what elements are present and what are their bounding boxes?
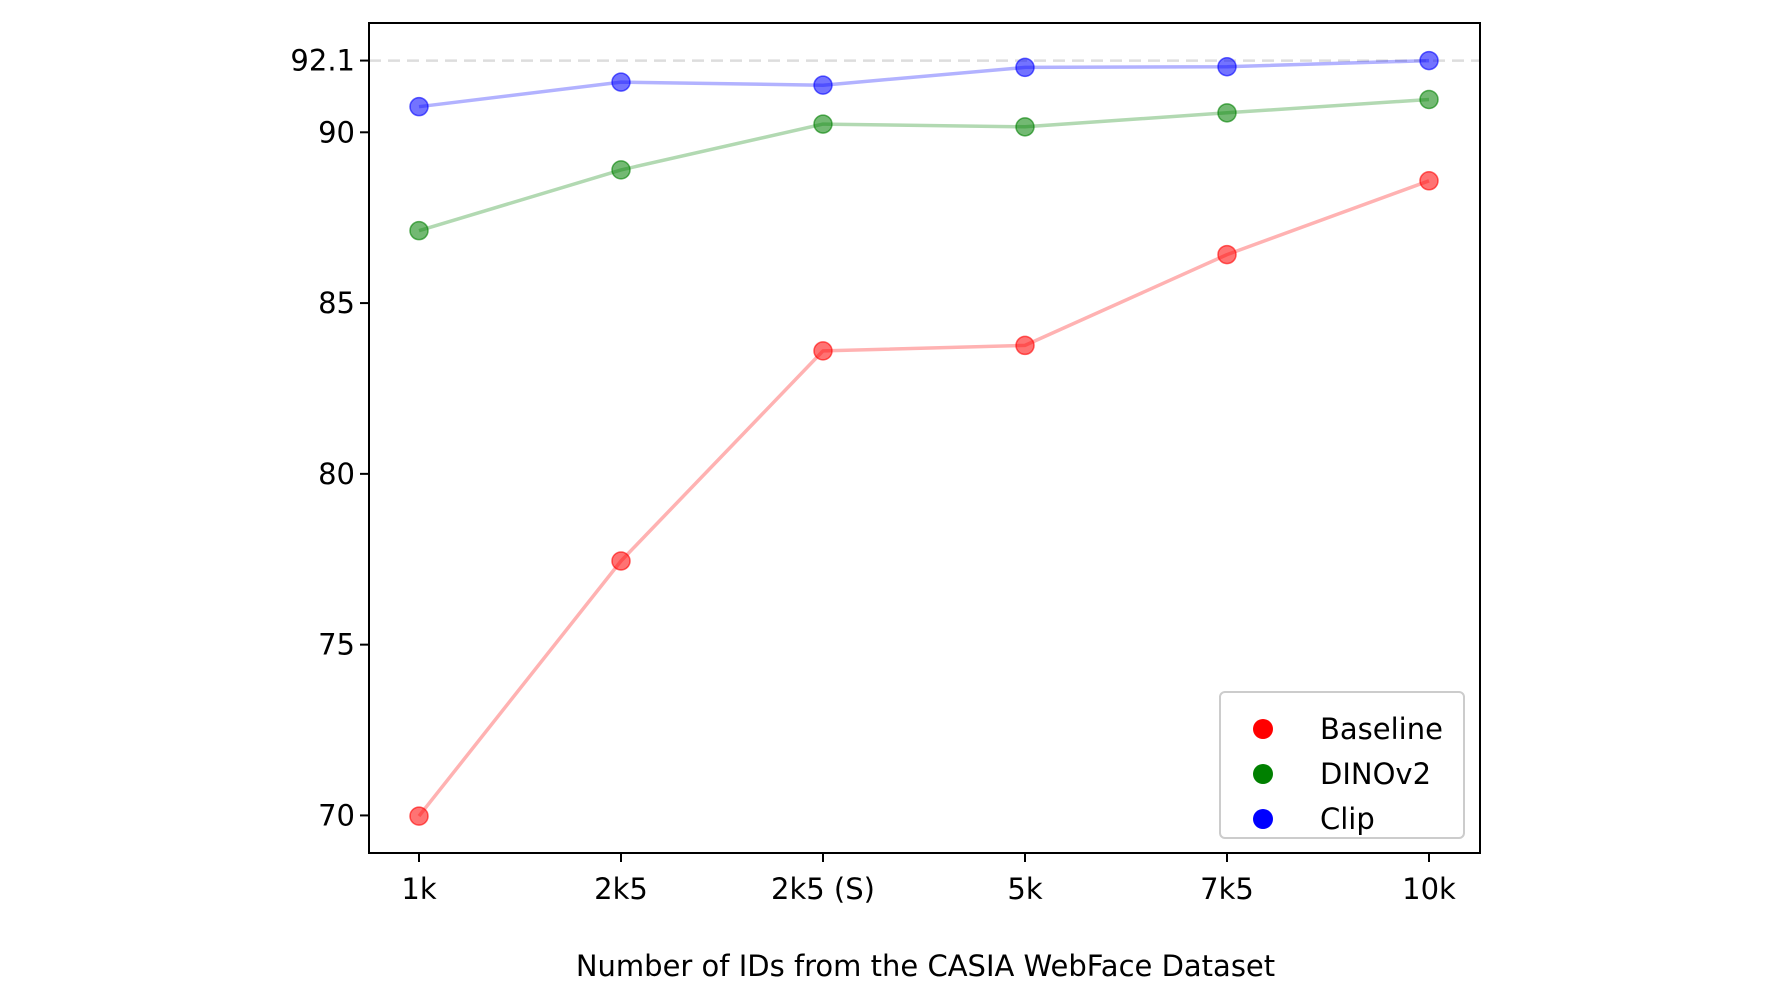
legend-marker-dinov2 <box>1253 764 1273 784</box>
data-point-clip <box>409 96 429 117</box>
data-point-dinov2 <box>1015 117 1035 137</box>
x-tick-label: 10k <box>1402 872 1456 906</box>
series-line-clip <box>418 58 1430 109</box>
x-tick-label: 1k <box>401 872 436 906</box>
data-point-clip <box>1419 50 1439 71</box>
y-tick-label: 75 <box>318 628 355 662</box>
legend-box <box>1219 691 1465 839</box>
data-point-clip <box>813 75 833 95</box>
data-point-baseline <box>1015 335 1035 356</box>
legend-label-clip: Clip <box>1320 802 1375 836</box>
y-tick-label: 70 <box>318 798 355 832</box>
series-line-dinov2 <box>418 97 1430 233</box>
y-tick-label: 92.1 <box>290 44 355 78</box>
y-tick-label: 90 <box>318 115 355 149</box>
data-point-baseline <box>1419 171 1439 191</box>
x-tick-label: 7k5 <box>1200 872 1254 906</box>
data-point-baseline <box>1217 244 1237 265</box>
data-point-dinov2 <box>813 114 833 134</box>
data-point-dinov2 <box>1217 103 1237 123</box>
legend: Baseline DINOv2 Clip <box>1219 691 1465 839</box>
data-point-baseline <box>813 341 833 361</box>
x-tick-label: 5k <box>1007 872 1042 906</box>
x-tick-label: 2k5 <box>594 872 648 906</box>
legend-label-baseline: Baseline <box>1320 712 1443 746</box>
data-point-dinov2 <box>1419 89 1439 110</box>
plot-frame <box>368 22 1481 854</box>
data-point-clip <box>1217 56 1237 77</box>
data-point-dinov2 <box>611 160 631 180</box>
data-point-clip <box>1015 57 1035 78</box>
legend-label-dinov2: DINOv2 <box>1320 757 1431 791</box>
data-point-baseline <box>409 806 429 826</box>
data-point-clip <box>611 72 631 92</box>
legend-marker-baseline <box>1253 719 1273 739</box>
x-axis: 1k 2k5 2k5 (S) 5k 7k5 10k <box>401 853 1456 906</box>
x-tick-label: 2k5 (S) <box>771 872 875 906</box>
data-point-dinov2 <box>409 220 429 241</box>
x-axis-label: Number of IDs from the CASIA WebFace Dat… <box>576 949 1275 983</box>
legend-marker-clip <box>1253 809 1273 829</box>
y-tick-label: 80 <box>318 457 355 491</box>
y-tick-label: 85 <box>318 286 355 320</box>
data-point-baseline <box>611 551 631 571</box>
series-line-baseline <box>417 179 1430 818</box>
series-lines-layer <box>417 58 1430 818</box>
y-axis: 70 75 80 85 90 92.1 <box>290 44 369 832</box>
data-points-layer <box>409 50 1439 826</box>
